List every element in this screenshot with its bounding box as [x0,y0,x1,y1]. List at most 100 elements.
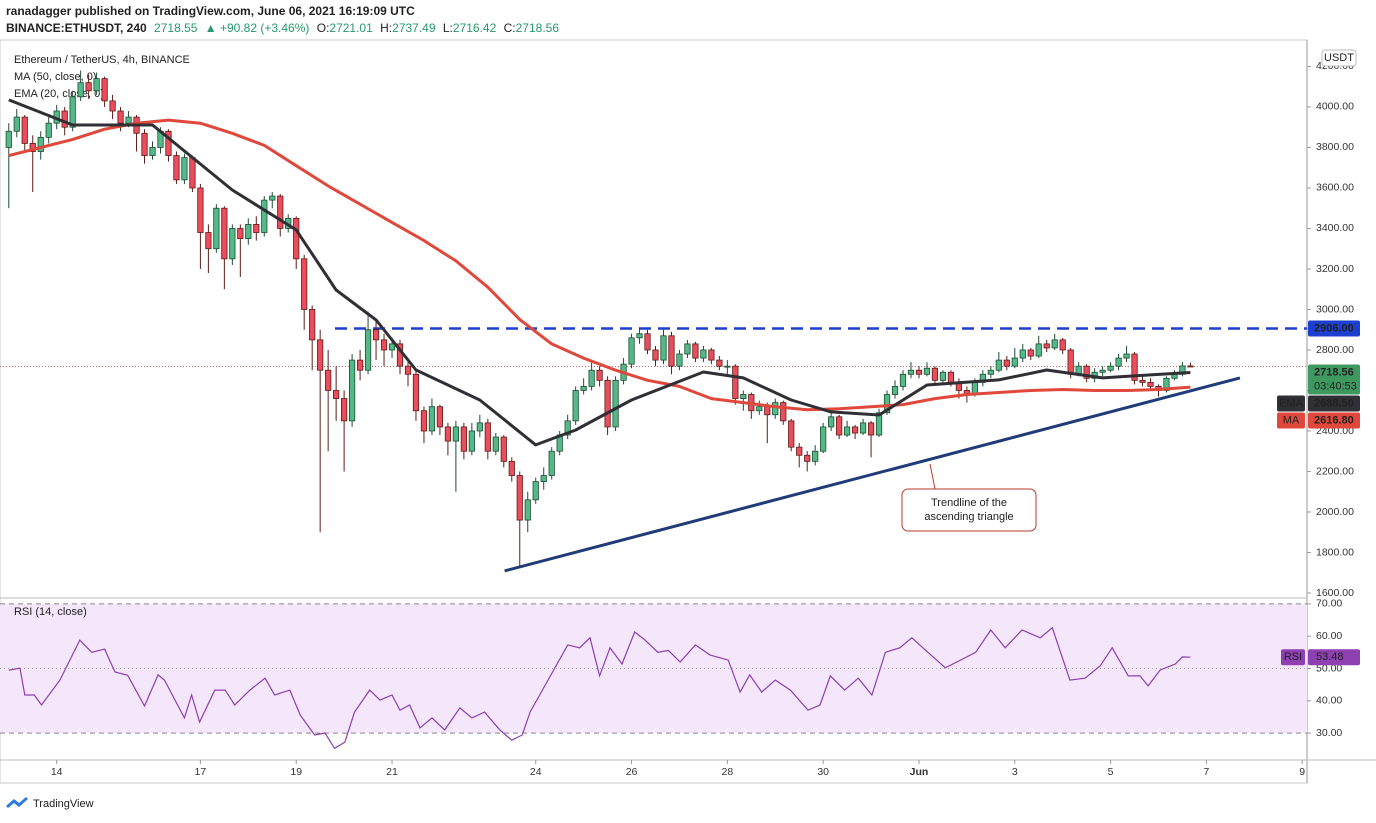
indicator-line [8,98,1191,447]
candle-body [532,481,539,501]
candle-body [45,122,52,138]
candle-body [851,426,859,434]
price-tag [1308,364,1360,395]
candle-body [1011,357,1018,367]
candle-body [444,426,452,442]
candle-body [1163,377,1170,391]
symbol-line: BINANCE:ETHUSDT, 240 2718.55 ▲ +90.82 (+… [6,21,559,35]
candle-body [660,335,667,361]
x-tick-label: Jun [910,766,929,778]
candle-body [947,371,955,383]
candle-body [484,422,491,452]
candle-body [348,359,356,422]
candle-body [636,333,643,339]
candle-body [388,343,396,351]
candle-body [692,343,699,359]
candle-body [724,365,731,368]
candle-body [915,369,923,375]
candle-body [356,359,364,371]
x-tick-label: 24 [530,766,542,778]
candle-body [540,475,547,482]
x-tick-label: 28 [722,766,734,778]
candle-body [181,157,188,181]
y-tick-label: 3400.00 [1316,222,1354,234]
candle-body [404,365,412,375]
y-tick-label: 60.00 [1316,630,1342,642]
currency-box [1321,49,1357,67]
candle-body [788,420,795,448]
candle-body [836,416,843,436]
candle-body [1123,353,1130,359]
candle-body [1035,343,1042,357]
candle-body [372,329,380,341]
candle-body [995,359,1002,371]
candle-body [1099,369,1106,373]
annotation-pointer [929,463,936,490]
candle-body [77,82,84,98]
candle-body [804,454,811,462]
x-tick-label: 9 [1299,766,1305,778]
candle-body [37,136,44,152]
candle-body [69,96,76,128]
chart-title: Ethereum / TetherUS, 4h, BINANCE [14,54,190,66]
candle-body [524,499,531,521]
candle-body [676,353,683,367]
candle-body [261,199,268,233]
candle-body [1131,353,1138,381]
candle-body [516,475,523,521]
y-tick-label: 1800.00 [1316,546,1354,558]
trendline [504,376,1241,573]
x-tick-label: 19 [290,766,302,778]
rsi-band [0,603,1307,734]
candle-body [1027,349,1034,357]
candle-body [309,309,316,341]
candle-body [684,343,691,355]
y-tick-label: 2200.00 [1316,465,1354,477]
candle-body [492,436,499,452]
candle-body [780,402,787,422]
candle-body [732,365,739,399]
ohlc-value: 2718.56 [516,21,560,35]
candle-body [149,147,156,156]
x-tick-label: 17 [195,766,207,778]
ohlc-label: L: [443,21,453,35]
candle-body [341,398,348,422]
candle-body [644,333,651,351]
x-tick-label: 21 [386,766,398,778]
candle-body [333,390,340,399]
candle-body [21,116,28,144]
candle-body [1059,339,1066,351]
candle-body [756,406,763,412]
candle-body [428,406,436,432]
candle-body [931,367,939,381]
candle-body [859,422,867,434]
brand: TradingView [33,798,94,810]
candle-body [1067,349,1074,375]
candle-body [500,436,507,462]
tag-name: RSI [1284,651,1302,663]
candle-body [596,369,603,381]
currency: USDT [1324,52,1354,64]
y-tick-label: 3000.00 [1316,303,1354,315]
price-tag-label: 53.48 [1316,651,1344,663]
candle-body [891,386,899,395]
candle-body [700,349,707,359]
candle-body [716,359,723,367]
candle-body [221,207,228,260]
price-tag-label: 03:40:53 [1314,380,1357,392]
ohlc-value: 2721.01 [329,21,373,35]
candle-body [796,446,803,456]
published-line: ranadagger published on TradingView.com,… [6,4,415,18]
annotation-text: Trendline of the [931,497,1007,509]
x-tick-label: 7 [1203,766,1209,778]
tag-name-box [1277,395,1305,412]
candle-body [197,187,204,233]
candle-body [364,329,372,371]
candle-body [460,426,467,452]
candle-body [923,367,931,375]
candle-body [987,369,994,375]
candle-body [812,450,819,462]
candle-body [476,422,483,432]
legend-entry: MA (50, close, 0) [14,71,97,83]
